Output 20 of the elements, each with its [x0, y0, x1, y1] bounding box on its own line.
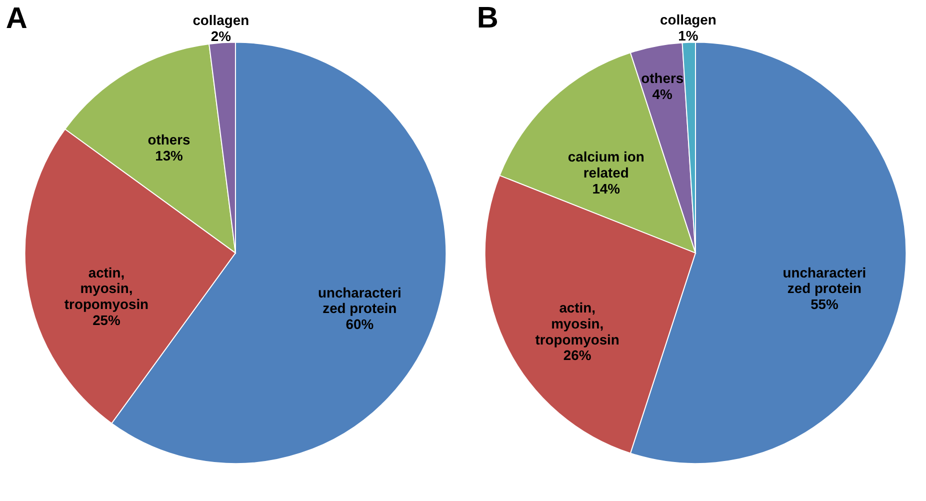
data-label: 25% — [92, 312, 120, 328]
slice-label: others — [148, 132, 190, 148]
slice-label: others — [641, 70, 684, 86]
slice-label: uncharacterized protein — [318, 284, 402, 316]
chart-title: A — [6, 2, 28, 35]
slice-label: collagen — [660, 12, 716, 28]
data-label: 4% — [652, 86, 672, 102]
slice-label: uncharacterized protein — [782, 264, 866, 296]
data-label: 1% — [678, 27, 698, 44]
data-label: 14% — [592, 180, 620, 197]
slice-label: collagen — [192, 12, 250, 28]
data-label: 55% — [810, 296, 838, 312]
data-label: 60% — [346, 316, 374, 332]
slice-label: actin, myosin, tropomyosin — [535, 300, 620, 348]
data-label: 2% — [210, 28, 231, 44]
data-label: 26% — [563, 347, 592, 364]
slice-label: calcium ion related — [568, 148, 644, 181]
slice-label: actin, myosin, tropomyosin — [64, 264, 149, 312]
data-label: 13% — [155, 147, 183, 164]
chart-title: B — [476, 2, 498, 35]
